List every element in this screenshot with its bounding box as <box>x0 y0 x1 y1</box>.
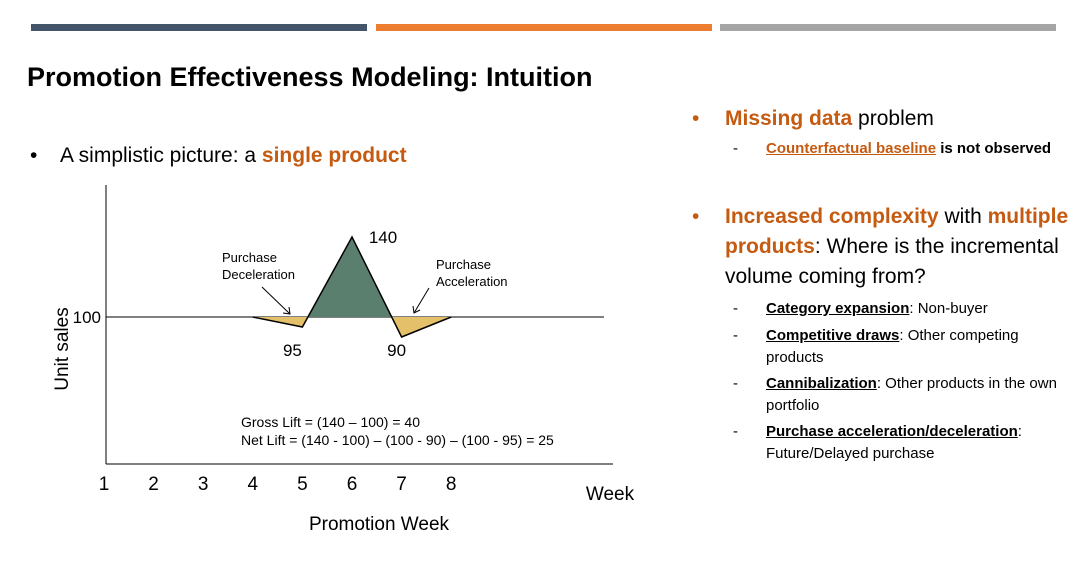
x-tick-label: 1 <box>99 474 110 495</box>
sub-item-term: Purchase acceleration/deceleration <box>766 423 1018 440</box>
sub-item-desc: : Future/Delayed purchase <box>766 423 1022 462</box>
missing-data-highlight: Missing data <box>725 107 853 130</box>
arrow-head-icon <box>412 305 421 314</box>
lift-area <box>307 237 392 317</box>
net-lift-formula: Net Lift = (140 - 100) – (100 - 90) – (1… <box>241 432 554 448</box>
bullet-icon: • <box>692 107 700 130</box>
x-tick-label: 2 <box>148 474 159 495</box>
annotation-acceleration-arrow <box>413 287 430 314</box>
counterfactual-text: is not observed <box>936 140 1052 157</box>
accent-bar-dark <box>31 24 367 31</box>
accent-bar-gray <box>720 24 1056 31</box>
x-tick-label: 4 <box>248 474 259 495</box>
x-tick-label: 5 <box>297 474 308 495</box>
slide-title: Promotion Effectiveness Modeling: Intuit… <box>27 62 593 92</box>
x-tick-label: 6 <box>347 474 358 495</box>
promotion-chart: 100 95 140 90 Purchase Deceleration Purchase Ac… <box>52 185 635 535</box>
annotation-deceleration-arrow <box>261 286 291 315</box>
complexity-text-1: with <box>938 205 988 228</box>
dash-icon: - <box>733 300 738 317</box>
complexity-highlight: Increased complexity <box>725 205 939 228</box>
dash-icon: - <box>733 140 738 157</box>
multiple-products-highlight: multiple products <box>725 205 1069 258</box>
dash-icon: - <box>733 423 738 440</box>
bullet-missing-data: • Missing data problem <box>692 104 1072 134</box>
sub-item-desc: : Other products in the own portfolio <box>766 375 1057 414</box>
value-label-140: 140 <box>369 228 397 247</box>
sub-item-term: Competitive draws <box>766 327 900 344</box>
sales-line <box>252 235 452 338</box>
sub-item-desc: : Non-buyer <box>909 300 988 317</box>
y-axis-title: Unit sales <box>52 307 73 390</box>
dash-icon: - <box>733 375 738 392</box>
x-tick-label: 7 <box>396 474 407 495</box>
sub-item-cannibalization: - Cannibalization: Other products in the … <box>692 373 1072 417</box>
bullet-icon: • <box>692 205 700 228</box>
complexity-text-2: : Where is the incremental volume coming… <box>725 235 1059 288</box>
acceleration-area <box>391 317 452 337</box>
annotation-acceleration-line1: Purchase <box>436 257 491 272</box>
sub-item-desc: : Other competing products <box>766 327 1019 366</box>
sub-item-term: Category expansion <box>766 300 910 317</box>
counterfactual-link[interactable]: Counterfactual baseline <box>766 140 937 157</box>
x-axis-end-label: Week <box>586 484 635 505</box>
bullet-complexity: • Increased complexity with multiple prod… <box>692 202 1072 292</box>
x-axis-title: Promotion Week <box>309 514 450 535</box>
counterfactual-item: - Counterfactual baseline is not observed <box>692 138 1072 160</box>
sub-item-term: Cannibalization <box>766 375 877 392</box>
annotation-deceleration-line1: Purchase <box>222 250 277 265</box>
accent-bar-orange <box>376 24 712 31</box>
annotation-acceleration-line2: Acceleration <box>436 274 508 289</box>
x-tick-label: 3 <box>198 474 209 495</box>
left-bullet: • A simplistic picture: a single product <box>30 144 407 168</box>
annotation-deceleration-line2: Deceleration <box>222 267 295 282</box>
dash-icon: - <box>733 327 738 344</box>
sub-item-purchase-acceleration: - Purchase acceleration/deceleration: Fut… <box>692 421 1072 465</box>
bullet-icon: • <box>30 144 38 167</box>
missing-data-text: problem <box>852 107 934 130</box>
value-label-95: 95 <box>283 341 302 360</box>
left-bullet-text: A simplistic picture: a <box>60 144 262 167</box>
gross-lift-formula: Gross Lift = (140 – 100) = 40 <box>241 414 420 430</box>
baseline-label: 100 <box>73 308 101 327</box>
left-bullet-highlight: single product <box>261 144 407 167</box>
value-label-90: 90 <box>387 341 406 360</box>
sub-item-category-expansion: - Category expansion: Non-buyer <box>692 298 1072 320</box>
x-tick-label: 8 <box>446 474 457 495</box>
sub-item-competitive-draws: - Competitive draws: Other competing prod… <box>692 325 1072 369</box>
arrow-head-icon <box>282 306 291 315</box>
right-column: • Missing data problem - Counterfactual ba… <box>692 104 1072 465</box>
